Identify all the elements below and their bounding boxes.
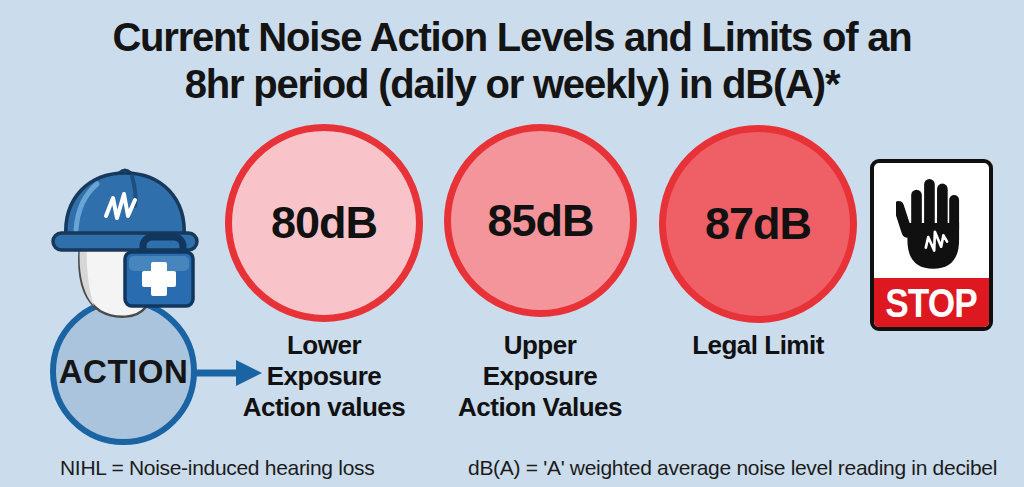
title-line-1: Current Noise Action Levels and Limits o…	[0, 14, 1024, 61]
level-value: 85dB	[487, 195, 593, 247]
level-circle-87db: 87dB	[659, 125, 857, 323]
action-bubble: ACTION	[50, 298, 197, 445]
title-line-2: 8hr period (daily or weekly) in dB(A)*	[0, 61, 1024, 108]
label-upper-exposure: Upper Exposure Action Values	[430, 330, 650, 424]
stop-label: STOP	[886, 283, 978, 323]
hardhat-with-first-aid-kit-icon	[40, 160, 210, 320]
label-legal-limit: Legal Limit	[648, 330, 868, 361]
level-value: 80dB	[271, 197, 377, 249]
action-bubble-label: ACTION	[59, 353, 189, 391]
action-arrow-icon	[188, 355, 270, 391]
stop-sign: STOP	[870, 159, 993, 331]
level-value: 87dB	[705, 198, 811, 250]
stop-hand-with-noise-wave-icon	[896, 169, 972, 281]
page-title: Current Noise Action Levels and Limits o…	[0, 14, 1024, 108]
footnote-nihl: NIHL = Noise-induced hearing loss	[60, 456, 374, 480]
level-circle-80db: 80dB	[225, 124, 423, 322]
footnote-dba: dB(A) = 'A' weighted average noise level…	[468, 456, 997, 480]
noise-levels-infographic: Current Noise Action Levels and Limits o…	[0, 0, 1024, 487]
stop-band: STOP	[874, 278, 989, 327]
level-circle-85db: 85dB	[444, 124, 637, 317]
